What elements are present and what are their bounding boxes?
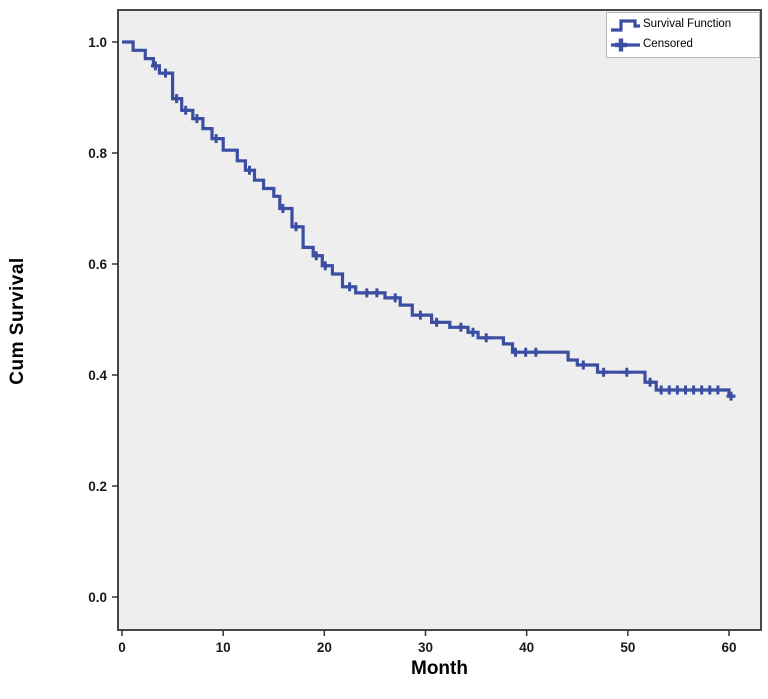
censored-plus-mark bbox=[432, 317, 442, 327]
censored-plus-mark bbox=[599, 367, 609, 377]
censored-plus-mark bbox=[150, 61, 160, 71]
censored-plus-mark bbox=[362, 288, 372, 298]
censored-plus-mark bbox=[689, 385, 699, 395]
censored-plus-mark bbox=[726, 391, 736, 401]
censored-plus-mark bbox=[481, 333, 491, 343]
censored-plus-mark bbox=[521, 347, 531, 357]
x-tick-label: 60 bbox=[721, 640, 736, 655]
y-axis-ticks: 0.0 0.2 0.4 0.6 0.8 1.0 bbox=[88, 35, 118, 605]
censored-plus-mark bbox=[181, 105, 191, 115]
censored-plus-mark bbox=[415, 310, 425, 320]
censored-plus-mark bbox=[390, 293, 400, 303]
censored-plus-mark bbox=[468, 327, 478, 337]
x-tick-label: 20 bbox=[317, 640, 332, 655]
censored-plus-mark bbox=[278, 204, 288, 213]
x-axis-ticks: 0 10 20 30 40 50 60 bbox=[118, 630, 737, 655]
x-tick-label: 40 bbox=[519, 640, 534, 655]
legend-item-survival-function: Survival Function bbox=[609, 15, 757, 35]
censored-plus-mark bbox=[645, 377, 655, 387]
censored-marks bbox=[150, 61, 736, 401]
x-axis-label: Month bbox=[411, 658, 468, 679]
y-tick-label: 1.0 bbox=[88, 35, 107, 50]
censored-plus-mark bbox=[511, 347, 520, 357]
y-tick-label: 0.2 bbox=[88, 479, 107, 494]
censored-plus-mark bbox=[211, 134, 221, 144]
censored-plus-mark bbox=[681, 385, 690, 395]
censored-plus-mark bbox=[656, 385, 666, 395]
legend-label-censored: Censored bbox=[643, 38, 693, 51]
x-tick-label: 10 bbox=[216, 640, 231, 655]
censored-plus-mark bbox=[672, 385, 682, 395]
censored-plus-mark bbox=[245, 165, 254, 175]
censored-plus-mark bbox=[531, 347, 541, 357]
censored-plus-mark bbox=[713, 385, 723, 395]
x-tick-label: 30 bbox=[418, 640, 433, 655]
censored-plus-mark bbox=[345, 282, 355, 292]
y-tick-label: 0.0 bbox=[88, 590, 107, 605]
censored-plus-mark bbox=[372, 288, 382, 298]
step-line-icon bbox=[611, 19, 640, 32]
x-tick-label: 50 bbox=[620, 640, 635, 655]
plot-area bbox=[117, 9, 762, 631]
censored-plus-mark bbox=[291, 222, 301, 232]
legend-box: Survival Function Censored bbox=[606, 12, 760, 58]
censored-plus-mark bbox=[161, 68, 170, 78]
y-axis-label: Cum Survival bbox=[7, 257, 28, 385]
x-tick-label: 0 bbox=[118, 640, 126, 655]
censored-plus-mark bbox=[320, 261, 330, 271]
censored-plus-mark bbox=[664, 385, 674, 395]
censored-plus-mark bbox=[192, 114, 202, 124]
censored-plus-mark bbox=[697, 385, 707, 395]
censored-plus-mark bbox=[622, 367, 632, 377]
censored-plus-mark bbox=[705, 385, 715, 395]
y-tick-label: 0.6 bbox=[88, 257, 107, 272]
censored-plus-mark bbox=[578, 360, 588, 370]
y-tick-label: 0.8 bbox=[88, 146, 107, 161]
y-tick-label: 0.4 bbox=[88, 368, 107, 383]
plus-marker-icon bbox=[611, 38, 640, 52]
censored-plus-mark bbox=[311, 251, 321, 261]
censored-plus-mark bbox=[456, 322, 466, 332]
legend-item-censored: Censored bbox=[609, 35, 757, 55]
legend-label-survival-function: Survival Function bbox=[643, 18, 732, 31]
censored-plus-mark bbox=[172, 94, 182, 104]
